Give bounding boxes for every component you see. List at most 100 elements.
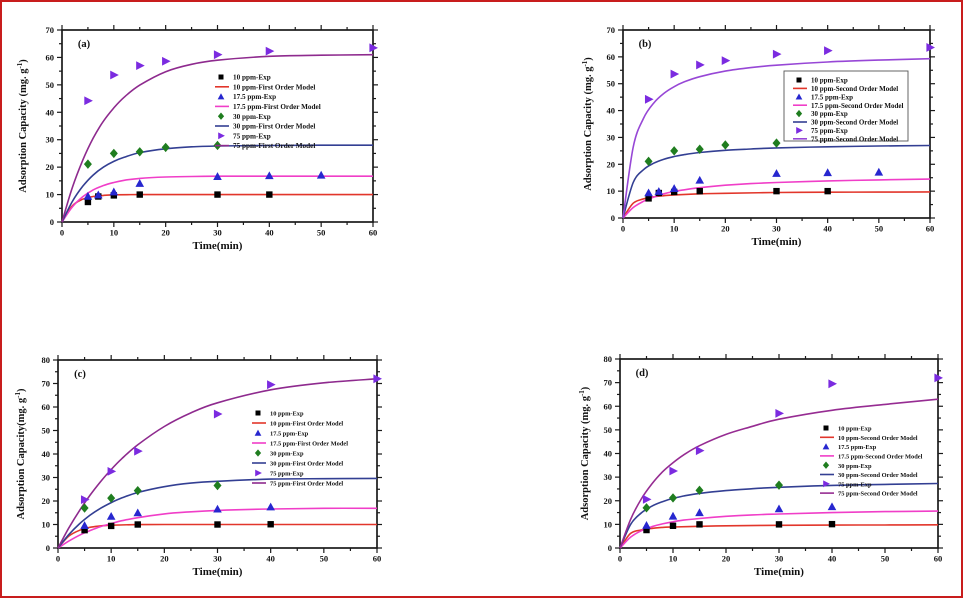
triangle-right-marker	[110, 70, 119, 80]
triangle-right-marker	[265, 46, 275, 56]
model-line	[619, 524, 939, 549]
legend: 10 ppm-Exp 10 ppm-First Order Model 17.5 p…	[252, 410, 348, 488]
diamond-marker	[670, 146, 679, 156]
square-marker	[775, 521, 783, 528]
chart-panel-a: 0 10 20 30 40 50 60 0 10 20 30 40 50 60 70 Time(min) Ads…	[16, 25, 378, 252]
triangle-right-marker	[669, 466, 678, 476]
y-axis-title: Adsorption Capacity (mg. g-1)	[581, 57, 594, 191]
legend-label: 10 ppm-Exp	[811, 77, 848, 85]
square-marker	[696, 187, 703, 195]
model-line	[61, 144, 373, 223]
svg-text:0: 0	[50, 217, 54, 227]
triangle-up-marker	[774, 504, 784, 513]
triangle-right-marker	[828, 379, 837, 389]
legend-label: 75 ppm-Exp	[811, 127, 848, 135]
legend-label: 17.5 ppm-Exp	[811, 93, 853, 101]
tick-labels: 0 10 20 30 40 50 60 0 10 20 30 40 50 60 70	[607, 25, 935, 234]
triangle-right-marker	[642, 494, 652, 504]
svg-text:10: 10	[110, 228, 119, 238]
triangle-right-marker	[213, 409, 223, 419]
legend-label: 75 ppm-Exp	[233, 132, 271, 140]
y-axis-title: Adsorption Capacity (mg. g-1)	[16, 59, 29, 193]
svg-text:30: 30	[607, 132, 616, 142]
triangle-right-legend-icon	[796, 126, 803, 134]
triangle-right-marker	[80, 495, 90, 504]
square-marker	[134, 521, 141, 528]
exp-points	[642, 480, 783, 513]
triangle-right-marker	[162, 56, 171, 66]
diamond-marker	[772, 138, 781, 148]
square-marker	[136, 191, 143, 198]
triangle-right-legend-icon	[255, 469, 262, 477]
legend-label: 10 ppm-Second Order Model	[838, 435, 918, 442]
triangle-up-marker	[213, 504, 222, 513]
svg-text:0: 0	[608, 543, 612, 553]
triangle-right-marker	[84, 96, 93, 106]
axis-ticks	[615, 354, 943, 553]
square-marker	[214, 521, 221, 528]
x-axis-title: Time(min)	[193, 566, 243, 578]
square-marker	[824, 187, 831, 195]
svg-text:60: 60	[926, 224, 935, 234]
model-line	[61, 193, 373, 223]
y-axis-title: Adsorption Capacity (mg. g-1)	[578, 386, 591, 520]
svg-text:0: 0	[56, 554, 60, 564]
svg-text:80: 80	[42, 355, 51, 365]
svg-text:10: 10	[604, 519, 613, 529]
svg-text:40: 40	[265, 228, 274, 238]
svg-text:30: 30	[42, 473, 51, 483]
diamond-marker	[669, 493, 677, 503]
triangle-right-marker	[926, 43, 935, 52]
legend-label: 75 ppm-Exp	[838, 481, 872, 488]
diamond-marker	[695, 144, 704, 154]
exp-points	[644, 43, 935, 104]
triangle-up-legend-icon	[217, 93, 225, 100]
exp-points	[644, 167, 884, 197]
triangle-right-marker	[373, 374, 382, 384]
svg-text:10: 10	[669, 554, 678, 564]
svg-text:40: 40	[266, 554, 275, 564]
legend-label: 30 ppm-First Order Model	[233, 123, 315, 131]
svg-text:50: 50	[42, 426, 51, 436]
square-legend-icon	[823, 425, 829, 431]
svg-text:80: 80	[604, 354, 613, 364]
triangle-up-marker	[213, 172, 222, 180]
triangle-up-marker	[772, 169, 781, 177]
diamond-marker	[213, 480, 222, 491]
chart-panel-c: 0 10 20 30 40 50 60 0 10 20 30 40 50 60 70 80 Time(min) A…	[14, 355, 382, 578]
svg-text:10: 10	[42, 520, 51, 530]
legend-label: 30 ppm-First Order Model	[270, 461, 343, 468]
diamond-legend-icon	[217, 112, 225, 120]
square-marker	[110, 192, 118, 199]
diamond-marker	[83, 159, 92, 169]
svg-text:30: 30	[604, 472, 613, 482]
legend: 10 ppm-Exp 10 ppm-Second Order Model 17.5 …	[820, 425, 923, 498]
svg-text:20: 20	[722, 554, 731, 564]
legend-label: 30 ppm-Second Order Model	[838, 472, 918, 479]
svg-text:70: 70	[46, 25, 55, 35]
svg-text:60: 60	[42, 402, 51, 412]
svg-text:10: 10	[670, 224, 679, 234]
model-line	[622, 178, 931, 219]
legend-label: 30 ppm-Second Order Model	[811, 119, 898, 127]
triangle-right-legend-icon	[823, 480, 830, 488]
tick-labels: 0 10 20 30 40 50 60 0 10 20 30 40 50 60 70	[46, 25, 378, 238]
x-axis-title: Time(min)	[754, 566, 804, 578]
model-line	[57, 523, 377, 549]
square-marker	[267, 521, 274, 528]
svg-text:20: 20	[604, 496, 613, 506]
square-marker	[107, 522, 115, 530]
exp-points	[83, 170, 326, 200]
legend-label: 75 ppm-Second Order Model	[811, 135, 898, 143]
exp-points	[83, 140, 222, 169]
triangle-up-marker	[80, 521, 89, 529]
svg-text:60: 60	[46, 52, 55, 62]
exp-points	[80, 374, 382, 504]
svg-text:70: 70	[607, 25, 616, 35]
triangle-right-marker	[213, 50, 223, 60]
svg-text:70: 70	[604, 378, 613, 388]
svg-text:0: 0	[618, 554, 622, 564]
triangle-right-marker	[772, 49, 782, 59]
square-marker	[773, 187, 780, 195]
diamond-marker	[721, 140, 730, 150]
